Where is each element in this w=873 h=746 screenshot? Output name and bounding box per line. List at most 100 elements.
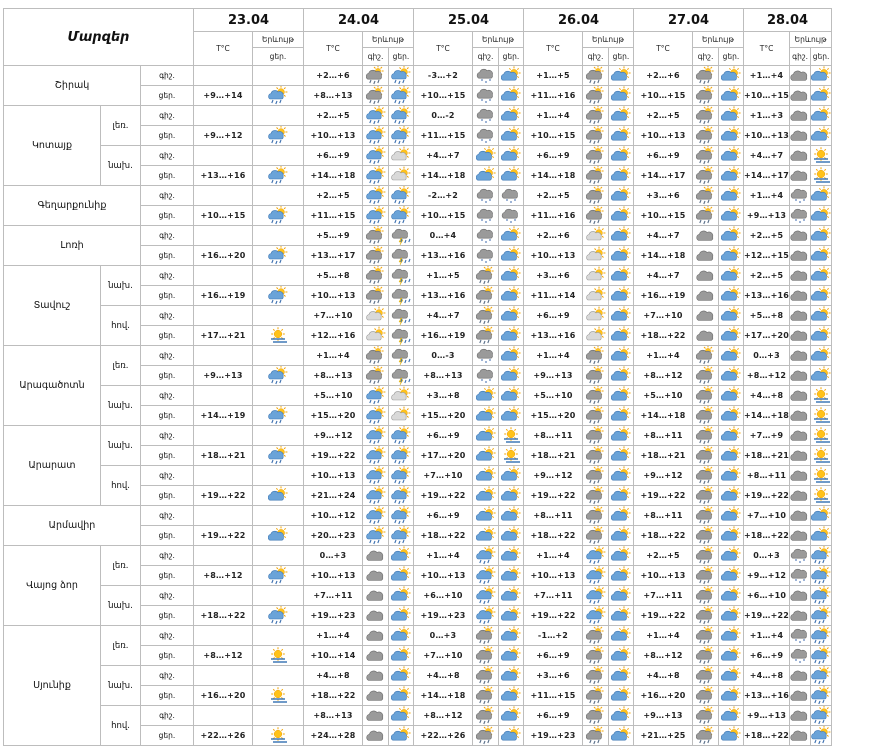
night-weather-icon-cell [362, 145, 389, 166]
temperature-range: +10…+15 [413, 85, 473, 106]
day-weather-icon-cell [388, 125, 414, 146]
day-weather-icon-cell [718, 725, 744, 746]
sun-cloud-icon [720, 106, 743, 125]
weather-icon-cell [252, 505, 304, 526]
cloud-rain-icon [694, 506, 718, 525]
night-weather-icon-cell [789, 185, 812, 206]
day-weather-icon-cell [718, 85, 744, 106]
temperature-range: +3…+8 [413, 385, 473, 406]
sun-cloud-icon [610, 246, 633, 265]
sun-cloud-icon [720, 706, 743, 725]
night-weather-icon-cell [472, 505, 499, 526]
sun-cloud-icon [500, 106, 523, 125]
temperature-range: +7…+10 [303, 305, 363, 326]
day-weather-icon-cell [498, 65, 524, 86]
sun-cloud-rain-icon [254, 286, 303, 305]
temperature-range: +1…+4 [413, 545, 473, 566]
night-weather-icon-cell [582, 165, 609, 186]
temperature-range: +13…+16 [742, 685, 791, 706]
cloud-storm-icon [390, 307, 413, 325]
temperature-range: +14…+17 [742, 165, 791, 186]
cloud-rain-icon [694, 66, 718, 85]
sun-cloud-rain-icon [364, 146, 388, 165]
day-weather-icon-cell [810, 725, 833, 746]
cloud-rain-icon [584, 146, 608, 165]
cloud-icon [790, 147, 810, 165]
sun-cloud-icon [610, 666, 633, 685]
cloud-rain-icon [694, 566, 718, 585]
forecast-row: Վայոց ձոր լեռ. գիշ. 0…+3 +1…+4 +1…+4 +2…+5 0…+3 [3, 545, 833, 626]
phenomenon-col-header: Երևույթ [692, 31, 744, 48]
temperature-range: +1…+4 [633, 345, 693, 366]
night-weather-icon-cell [472, 185, 499, 206]
sun-cloud-icon [500, 406, 523, 425]
night-weather-icon-cell [789, 405, 812, 426]
temperature-range: +8…+11 [523, 425, 583, 446]
cloud-rain-icon [584, 626, 608, 645]
day-header: 27.04 [633, 8, 744, 32]
cloud-rain-icon [584, 726, 608, 745]
sun-cloud-icon [610, 706, 633, 725]
sun-cloud-icon [720, 506, 743, 525]
temperature-range: +1…+4 [303, 345, 363, 366]
night-weather-icon-cell [789, 425, 812, 446]
night-weather-icon-cell [692, 125, 719, 146]
sun-cloud-icon [474, 146, 498, 165]
day-weather-icon-cell [388, 585, 414, 606]
temperature-range: +7…+11 [303, 585, 363, 606]
cloud-rain-icon [584, 406, 608, 425]
weather-icon-cell [252, 285, 304, 306]
day-col-header: ցեր. [388, 47, 414, 66]
cloud-icon [790, 167, 810, 185]
night-weather-icon-cell [692, 365, 719, 386]
cloud-icon [790, 447, 810, 465]
temperature-range: +10…+13 [303, 565, 363, 586]
cloud-icon [364, 607, 388, 625]
cloud-rain-icon [474, 646, 498, 665]
sun-cloud-icon [610, 406, 633, 425]
day-weather-icon-cell [810, 445, 833, 466]
cloud-rain-icon [694, 466, 718, 485]
weather-icon-cell [252, 625, 304, 646]
sun-cloud-icon [474, 406, 498, 425]
night-col-header: գիշ. [692, 47, 719, 66]
night-weather-icon-cell [789, 625, 812, 646]
temperature-range: +19…+22 [633, 485, 693, 506]
day-weather-icon-cell [388, 565, 414, 586]
night-weather-icon-cell [692, 305, 719, 326]
sun-cloud-gray-icon [584, 266, 608, 285]
cloud-rain-icon [584, 686, 608, 705]
sun-cloud-rain-icon [364, 426, 388, 445]
day-weather-icon-cell [498, 125, 524, 146]
sun-cloud-rain-icon [390, 526, 413, 545]
temperature-range [193, 585, 253, 606]
night-weather-icon-cell [472, 245, 499, 266]
temperature-range: +19…+22 [303, 445, 363, 466]
zone-label: լեռ. [100, 545, 141, 586]
night-weather-icon-cell [582, 485, 609, 506]
weather-icon-cell [252, 345, 304, 366]
day-weather-icon-cell [388, 85, 414, 106]
sun-cloud-rain-icon [254, 126, 303, 145]
temperature-range [193, 185, 253, 206]
cloud-icon [790, 87, 810, 105]
sun-cloud-icon [811, 506, 831, 525]
temp-col-header: T°C [742, 31, 791, 66]
temperature-range: 0…+3 [742, 545, 791, 566]
cloud-rain-icon [694, 106, 718, 125]
temperature-range: +18…+22 [633, 325, 693, 346]
night-weather-icon-cell [789, 585, 812, 606]
weather-icon-cell [252, 165, 304, 186]
day-weather-icon-cell [718, 145, 744, 166]
night-weather-icon-cell [789, 245, 812, 266]
forecast-row: ցեր. +16…+20 +18…+22 +14…+18 +11…+15 +16…+20 +… [4, 685, 833, 706]
temperature-range [193, 545, 253, 566]
cloud-icon [790, 67, 810, 85]
temperature-range: +4…+7 [742, 145, 791, 166]
cloud-icon [694, 247, 718, 265]
temperature-range: +2…+5 [303, 185, 363, 206]
night-weather-icon-cell [789, 105, 812, 126]
temperature-range: +18…+21 [633, 445, 693, 466]
temperature-range: 0…+3 [742, 345, 791, 366]
night-weather-icon-cell [582, 625, 609, 646]
